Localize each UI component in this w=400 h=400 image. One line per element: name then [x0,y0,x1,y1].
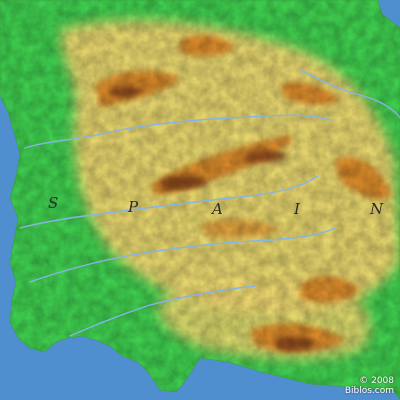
map-label-letter-a: A [212,200,223,218]
credit-site: Biblos.com [344,386,394,396]
map-credit: © 2008 Biblos.com [345,376,394,396]
river-tajo [19,175,319,229]
river-guadalquivir [69,285,256,337]
river-duero [24,114,331,149]
rivers [19,69,400,337]
map-label-letter-s: S [48,194,59,212]
map-label-letter-p: P [128,198,139,216]
map-label-letter-n: N [370,200,384,218]
map-label-letter-i: I [294,200,300,218]
river-guadiana [29,227,336,283]
credit-year: © 2008 [359,376,394,386]
river-ebro [299,69,400,119]
